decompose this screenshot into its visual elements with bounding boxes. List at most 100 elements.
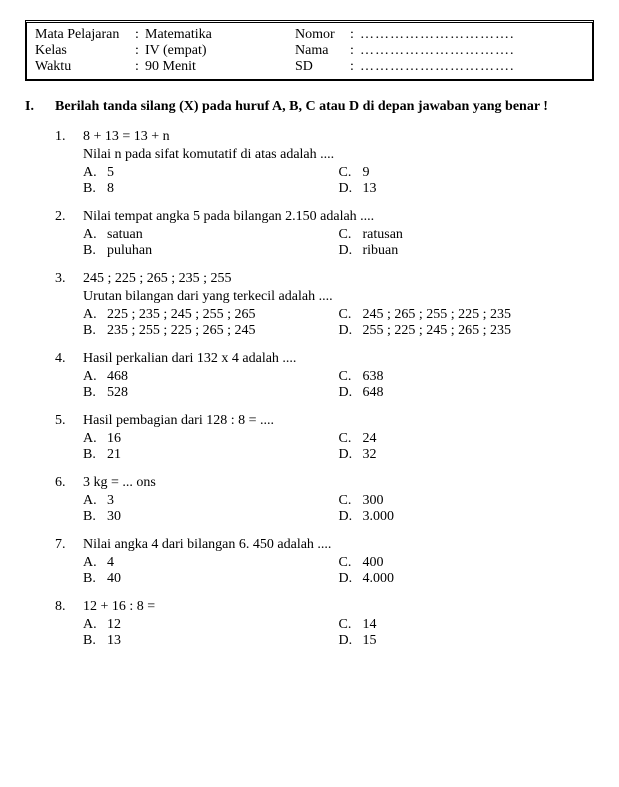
- question-text: Urutan bilangan dari yang terkecil adala…: [83, 289, 594, 305]
- option: A.16: [83, 431, 339, 447]
- options-col-right: C.ratusanD.ribuan: [339, 227, 595, 259]
- hdr-label: Waktu: [35, 59, 135, 75]
- hdr-colon: :: [135, 43, 145, 59]
- hdr-value: IV (empat): [145, 43, 295, 59]
- question: 7.Nilai angka 4 dari bilangan 6. 450 ada…: [55, 537, 594, 587]
- option: D.15: [339, 633, 595, 649]
- option-text: 255 ; 225 ; 245 ; 265 ; 235: [363, 323, 595, 339]
- option-text: 300: [363, 493, 595, 509]
- option-text: 9: [363, 165, 595, 181]
- option-letter: A.: [83, 617, 107, 633]
- header-box: Mata Pelajaran : Matematika Nomor : ……………: [25, 20, 594, 81]
- option: D.ribuan: [339, 243, 595, 259]
- question-text: 245 ; 225 ; 265 ; 235 ; 255: [83, 271, 594, 287]
- option-text: puluhan: [107, 243, 339, 259]
- option-letter: B.: [83, 181, 107, 197]
- option-letter: B.: [83, 243, 107, 259]
- options-col-left: A.225 ; 235 ; 245 ; 255 ; 265B.235 ; 255…: [83, 307, 339, 339]
- option-letter: C.: [339, 369, 363, 385]
- options-col-right: C.245 ; 265 ; 255 ; 225 ; 235D.255 ; 225…: [339, 307, 595, 339]
- hdr-label: SD: [295, 59, 350, 75]
- hdr-colon: :: [135, 59, 145, 75]
- question-text: Nilai tempat angka 5 pada bilangan 2.150…: [83, 209, 594, 225]
- option-letter: A.: [83, 165, 107, 181]
- question-number: 3.: [55, 271, 83, 339]
- option-letter: B.: [83, 323, 107, 339]
- section-body: Berilah tanda silang (X) pada huruf A, B…: [55, 99, 594, 661]
- option-letter: B.: [83, 571, 107, 587]
- options-col-left: A.5B.8: [83, 165, 339, 197]
- option-letter: C.: [339, 555, 363, 571]
- hdr-label: Kelas: [35, 43, 135, 59]
- question: 5.Hasil pembagian dari 128 : 8 = ....A.1…: [55, 413, 594, 463]
- option-letter: C.: [339, 617, 363, 633]
- option-letter: A.: [83, 555, 107, 571]
- section: I. Berilah tanda silang (X) pada huruf A…: [25, 99, 594, 661]
- options-col-left: A.3B.30: [83, 493, 339, 525]
- question-number: 2.: [55, 209, 83, 259]
- option: D.4.000: [339, 571, 595, 587]
- options: A.468B.528C.638D.648: [83, 369, 594, 401]
- question-body: Hasil perkalian dari 132 x 4 adalah ....…: [83, 351, 594, 401]
- option-text: 3: [107, 493, 339, 509]
- option-text: 21: [107, 447, 339, 463]
- option: B.13: [83, 633, 339, 649]
- option-text: 638: [363, 369, 595, 385]
- option-letter: A.: [83, 307, 107, 323]
- question-number: 8.: [55, 599, 83, 649]
- hdr-colon: :: [350, 59, 360, 75]
- option: B.8: [83, 181, 339, 197]
- options-col-right: C.300D.3.000: [339, 493, 595, 525]
- option: B.puluhan: [83, 243, 339, 259]
- option-letter: C.: [339, 493, 363, 509]
- options: A.12B.13C.14D.15: [83, 617, 594, 649]
- option-text: satuan: [107, 227, 339, 243]
- hdr-colon: :: [350, 43, 360, 59]
- option-letter: C.: [339, 307, 363, 323]
- options: A.satuanB.puluhanC.ratusanD.ribuan: [83, 227, 594, 259]
- question-body: 3 kg = ... ons A.3B.30C.300D.3.000: [83, 475, 594, 525]
- option: A.468: [83, 369, 339, 385]
- option-letter: C.: [339, 431, 363, 447]
- options: A.4B.40C.400D.4.000: [83, 555, 594, 587]
- option: C.400: [339, 555, 595, 571]
- option-text: 3.000: [363, 509, 595, 525]
- option-text: 12: [107, 617, 339, 633]
- question: 8.12 + 16 : 8 =A.12B.13C.14D.15: [55, 599, 594, 649]
- hdr-label: Mata Pelajaran: [35, 27, 135, 43]
- option: D.3.000: [339, 509, 595, 525]
- option-text: 13: [363, 181, 595, 197]
- option-letter: A.: [83, 431, 107, 447]
- option-letter: B.: [83, 447, 107, 463]
- options-col-right: C.638D.648: [339, 369, 595, 401]
- question: 2.Nilai tempat angka 5 pada bilangan 2.1…: [55, 209, 594, 259]
- option-letter: B.: [83, 633, 107, 649]
- options: A.3B.30C.300D.3.000: [83, 493, 594, 525]
- options-col-right: C.14D.15: [339, 617, 595, 649]
- option-letter: D.: [339, 571, 363, 587]
- option: C.9: [339, 165, 595, 181]
- option-text: 30: [107, 509, 339, 525]
- option: C.638: [339, 369, 595, 385]
- option-text: 40: [107, 571, 339, 587]
- option-letter: D.: [339, 181, 363, 197]
- options-col-left: A.12B.13: [83, 617, 339, 649]
- question: 3.245 ; 225 ; 265 ; 235 ; 255 Urutan bila…: [55, 271, 594, 339]
- option-text: 528: [107, 385, 339, 401]
- question-number: 1.: [55, 129, 83, 197]
- options-col-left: A.4B.40: [83, 555, 339, 587]
- option-text: 14: [363, 617, 595, 633]
- option-letter: D.: [339, 385, 363, 401]
- option-text: 5: [107, 165, 339, 181]
- option: C.245 ; 265 ; 255 ; 225 ; 235: [339, 307, 595, 323]
- question: 6.3 kg = ... onsA.3B.30C.300D.3.000: [55, 475, 594, 525]
- option-text: 13: [107, 633, 339, 649]
- section-number: I.: [25, 99, 55, 661]
- option-text: 648: [363, 385, 595, 401]
- option-text: 4: [107, 555, 339, 571]
- option-text: 400: [363, 555, 595, 571]
- option: B.528: [83, 385, 339, 401]
- options-col-right: C.24D.32: [339, 431, 595, 463]
- question-text: 3 kg = ... ons: [83, 475, 594, 491]
- options-col-left: A.468B.528: [83, 369, 339, 401]
